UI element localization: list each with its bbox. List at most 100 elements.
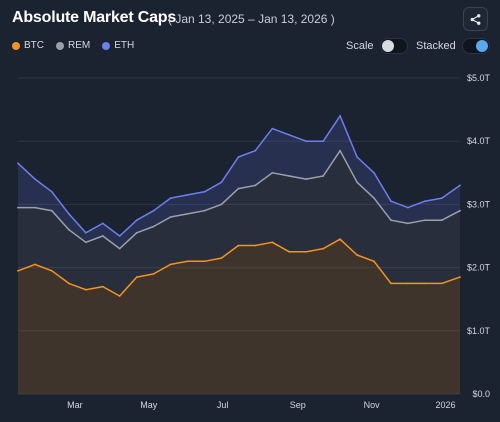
point-eth bbox=[34, 178, 36, 181]
point-eth bbox=[440, 197, 443, 200]
point-btc bbox=[254, 244, 257, 247]
point-btc bbox=[237, 244, 240, 247]
point-eth bbox=[288, 134, 291, 136]
point-rem bbox=[34, 206, 36, 209]
x-tick-label: Jul bbox=[217, 400, 229, 410]
point-rem bbox=[203, 209, 206, 212]
series-lines bbox=[17, 115, 461, 297]
point-btc bbox=[271, 241, 274, 244]
series-areas bbox=[18, 115, 460, 394]
point-btc bbox=[101, 285, 104, 288]
point-rem bbox=[459, 209, 461, 212]
point-rem bbox=[237, 187, 240, 190]
point-eth bbox=[237, 156, 240, 158]
point-eth bbox=[220, 181, 223, 184]
point-btc bbox=[118, 295, 121, 297]
point-btc bbox=[322, 247, 325, 250]
point-btc bbox=[373, 260, 375, 263]
point-rem bbox=[440, 219, 443, 222]
point-eth bbox=[390, 200, 392, 203]
point-btc bbox=[34, 263, 36, 266]
point-btc bbox=[203, 260, 206, 263]
point-eth bbox=[254, 149, 257, 152]
area-btc bbox=[18, 239, 460, 394]
legend-dot-eth bbox=[102, 41, 111, 50]
stacked-toggle-knob bbox=[475, 40, 488, 52]
point-btc bbox=[17, 269, 19, 272]
point-rem bbox=[135, 231, 138, 234]
point-rem bbox=[407, 222, 409, 225]
point-eth bbox=[356, 156, 358, 158]
point-rem bbox=[118, 247, 121, 250]
share-button[interactable] bbox=[463, 7, 488, 31]
point-eth bbox=[152, 209, 155, 212]
point-rem bbox=[51, 209, 53, 212]
x-tick-label: May bbox=[140, 400, 158, 410]
y-tick-label: $5.0T bbox=[467, 73, 491, 83]
scale-control: Scale bbox=[346, 38, 408, 54]
legend-item-rem[interactable]: REM bbox=[56, 40, 90, 51]
point-eth bbox=[424, 200, 426, 203]
point-rem bbox=[339, 149, 341, 152]
point-btc bbox=[390, 282, 392, 285]
point-btc bbox=[68, 282, 70, 285]
point-rem bbox=[84, 241, 87, 244]
y-tick-label: $2.0T bbox=[467, 263, 491, 273]
area-rem bbox=[18, 150, 460, 296]
legend-label-btc: BTC bbox=[24, 40, 44, 51]
point-eth bbox=[17, 162, 19, 165]
legend-label-rem: REM bbox=[68, 40, 91, 51]
point-rem bbox=[68, 228, 70, 231]
point-eth bbox=[305, 140, 308, 143]
point-rem bbox=[186, 213, 189, 215]
point-eth bbox=[322, 140, 325, 143]
x-tick-label: Sep bbox=[290, 400, 306, 410]
point-btc bbox=[84, 288, 87, 291]
point-eth bbox=[407, 206, 409, 209]
point-eth bbox=[51, 190, 53, 193]
point-rem bbox=[390, 219, 392, 222]
scale-toggle-knob bbox=[381, 40, 394, 52]
legend-item-eth[interactable]: ETH bbox=[102, 40, 134, 51]
point-rem bbox=[424, 219, 426, 222]
legend-label-eth: ETH bbox=[114, 40, 135, 51]
y-axis: $0.0 $1.0T $2.0T $3.0T $4.0T $5.0T bbox=[467, 73, 491, 399]
stacked-toggle[interactable] bbox=[461, 38, 490, 54]
y-tick-label: $3.0T bbox=[467, 199, 491, 209]
stacked-label: Stacked bbox=[416, 40, 456, 52]
point-btc bbox=[305, 250, 308, 253]
point-eth bbox=[118, 235, 121, 237]
date-range: ( Jan 13, 2025 – Jan 13, 2026 ) bbox=[168, 12, 335, 26]
point-rem bbox=[288, 175, 291, 177]
point-eth bbox=[373, 171, 375, 174]
point-eth bbox=[459, 184, 461, 187]
area-eth bbox=[18, 115, 460, 249]
scale-label: Scale bbox=[346, 40, 374, 52]
point-eth bbox=[84, 231, 87, 234]
point-btc bbox=[339, 238, 341, 241]
grid-lines bbox=[18, 77, 460, 395]
chart-title: Absolute Market Caps bbox=[12, 9, 177, 26]
legend-dot-btc bbox=[12, 41, 20, 50]
scale-toggle[interactable] bbox=[379, 38, 408, 54]
legend: BTC REM ETH bbox=[12, 40, 134, 51]
y-tick-label: $0.0 bbox=[472, 389, 490, 399]
point-rem bbox=[152, 225, 155, 228]
legend-item-btc[interactable]: BTC bbox=[12, 40, 44, 51]
point-btc bbox=[152, 273, 155, 275]
point-rem bbox=[305, 178, 308, 181]
point-eth bbox=[203, 190, 206, 193]
x-tick-label: Mar bbox=[67, 400, 83, 410]
point-rem bbox=[373, 197, 375, 200]
point-rem bbox=[254, 184, 257, 187]
y-tick-label: $1.0T bbox=[467, 326, 491, 336]
point-eth bbox=[68, 213, 70, 215]
share-icon bbox=[470, 13, 481, 25]
point-btc bbox=[51, 269, 53, 272]
point-btc bbox=[288, 250, 291, 253]
point-rem bbox=[322, 175, 325, 177]
stacked-control: Stacked bbox=[416, 38, 490, 54]
point-btc bbox=[135, 276, 138, 278]
point-btc bbox=[407, 282, 409, 285]
